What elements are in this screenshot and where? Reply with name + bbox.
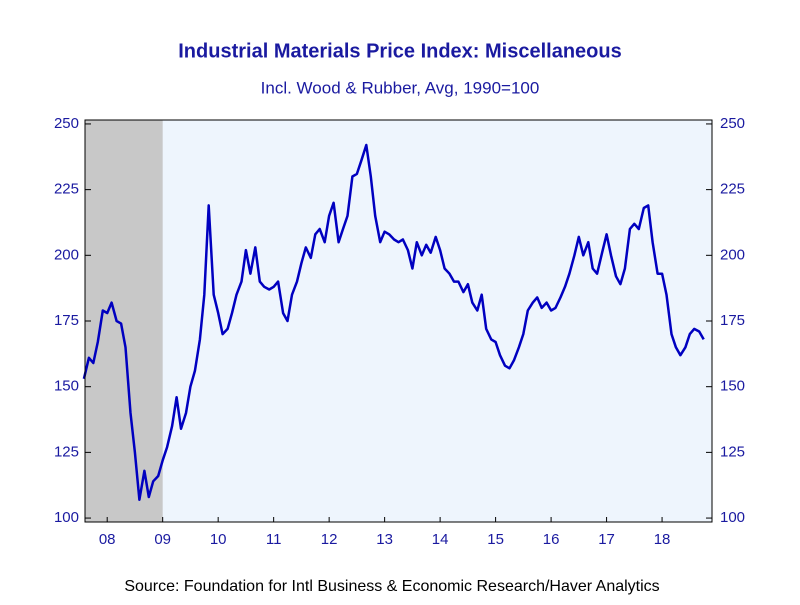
recession-shade [85,120,163,522]
y2-tick-label: 100 [720,509,745,526]
x-tick-label: 12 [321,531,338,548]
plot-area [85,120,712,522]
x-tick-label: 16 [543,531,560,548]
x-tick-label: 13 [376,531,393,548]
x-tick-label: 11 [266,531,282,548]
y2-tick-label: 175 [720,312,745,329]
y2-tick-label: 200 [720,246,745,263]
chart-subtitle: Incl. Wood & Rubber, Avg, 1990=100 [261,78,540,97]
x-tick-label: 14 [432,531,449,548]
y-tick-label: 125 [54,443,79,460]
y-tick-label: 175 [54,312,79,329]
series-line [82,143,705,501]
x-tick-label: 09 [154,531,171,548]
y-tick-label: 225 [54,181,79,198]
source: Source: Foundation for Intl Business & E… [124,578,659,595]
chart-title: Industrial Materials Price Index: Miscel… [178,40,622,62]
y2-tick-label: 225 [720,181,745,198]
y2-tick-label: 125 [720,443,745,460]
x-tick-label: 10 [210,531,227,548]
plot-border [84,119,713,523]
y2-tick-label: 150 [720,378,745,395]
y-tick-label: 200 [54,246,79,263]
x-tick-label: 17 [598,531,615,548]
x-tick-label: 15 [487,531,504,548]
x-tick-label: 08 [99,531,116,548]
y2-tick-label: 250 [720,115,745,132]
y-tick-label: 100 [54,509,79,526]
y-tick-label: 150 [54,378,79,395]
x-tick-label: 18 [654,531,671,548]
y-tick-label: 250 [54,115,79,132]
